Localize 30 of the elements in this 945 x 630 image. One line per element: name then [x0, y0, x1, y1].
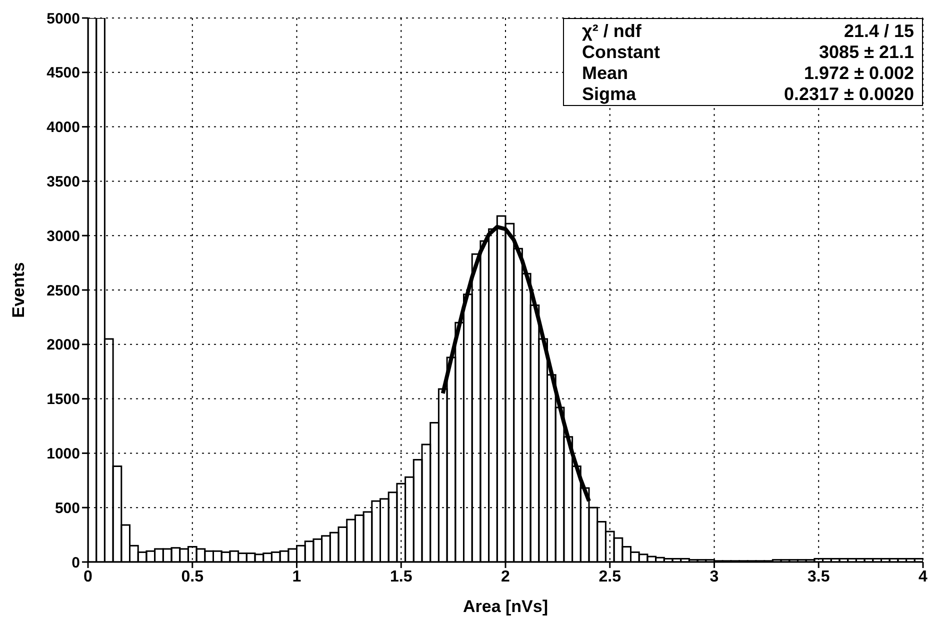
y-tick-label: 0: [72, 554, 80, 572]
y-tick-label: 2500: [46, 282, 80, 300]
x-axis-title: Area [nVs]: [462, 597, 548, 616]
annotation: Constant: [582, 42, 661, 63]
annotation: 1.972 ± 0.002: [803, 63, 914, 84]
x-tick-label: 1.5: [390, 568, 412, 586]
y-tick-label: 4500: [46, 64, 80, 82]
annotation: 3085 ± 21.1: [818, 42, 914, 63]
x-tick-label: 0.5: [181, 568, 204, 586]
annotation: 0.2317 ± 0.0020: [783, 84, 914, 105]
y-axis-title: Events: [9, 262, 28, 318]
y-tick-label: 3500: [46, 174, 80, 191]
x-tick-label: 0: [84, 568, 93, 586]
y-tick-label: 4000: [46, 119, 80, 136]
y-tick-label: 2000: [46, 336, 80, 354]
annotation: 21.4 / 15: [842, 21, 914, 42]
y-tick-label: 1000: [46, 446, 80, 463]
x-tick-label: 1: [292, 568, 302, 586]
y-tick-label: 3000: [46, 228, 80, 245]
x-tick-label: 2: [501, 568, 510, 586]
x-tick-label: 3: [710, 568, 719, 586]
annotation: Mean: [582, 63, 630, 84]
x-tick-label: 4: [918, 568, 928, 586]
y-tick-label: 5000: [46, 10, 80, 28]
x-tick-label: 3.5: [808, 568, 830, 586]
y-tick-label: 1500: [46, 391, 80, 408]
annotation: χ² / ndf: [582, 21, 642, 42]
y-tick-label: 500: [54, 500, 80, 517]
x-tick-label: 2.5: [598, 568, 622, 586]
annotation: Sigma: [582, 84, 638, 105]
